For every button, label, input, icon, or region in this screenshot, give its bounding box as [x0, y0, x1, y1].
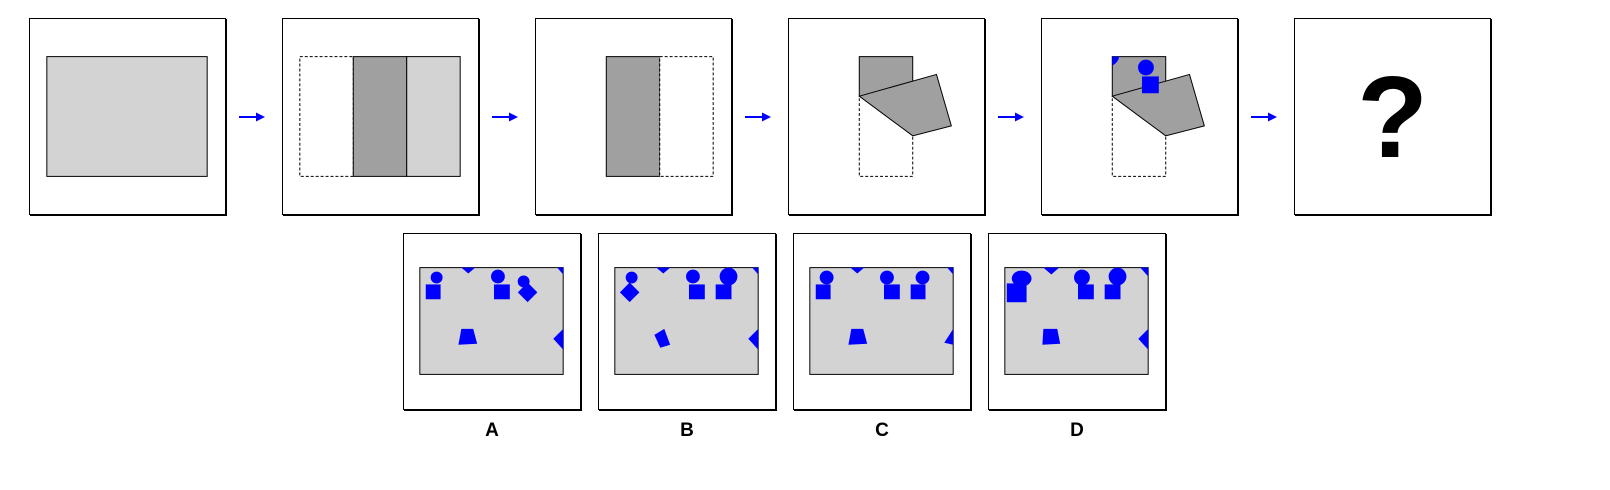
option-b-panel[interactable] [598, 233, 776, 410]
option-c-label[interactable]: C [875, 420, 889, 441]
question-mark: ? [1357, 51, 1428, 182]
hole-punch-icon [1112, 56, 1120, 66]
option-d-panel[interactable] [988, 233, 1166, 410]
hole-punch-icon [1138, 59, 1154, 76]
hole-punch-icon [1141, 76, 1159, 94]
option-d-label[interactable]: D [1070, 420, 1084, 441]
step-1-panel [29, 18, 226, 215]
step-2-panel [282, 18, 479, 215]
option-a-paper [419, 267, 564, 375]
paper-fold-3 [858, 56, 952, 177]
right-arrow-icon [745, 112, 771, 122]
option-a-panel[interactable] [403, 233, 581, 410]
right-arrow-icon [1251, 112, 1277, 122]
right-arrow-icon [998, 112, 1024, 122]
option-b-label[interactable]: B [680, 420, 694, 441]
right-arrow-icon [239, 112, 265, 122]
step-3-panel [535, 18, 732, 215]
step-5-panel [1041, 18, 1238, 215]
option-b-paper [614, 267, 759, 375]
option-c-paper [809, 267, 954, 375]
paper-unfolded [46, 56, 208, 177]
paper-fold-1 [299, 56, 461, 177]
step-4-panel [788, 18, 985, 215]
option-a-label[interactable]: A [485, 420, 499, 441]
paper-fold-2 [605, 56, 714, 177]
answer-panel: ? [1294, 18, 1491, 215]
option-d-paper [1004, 267, 1149, 375]
right-arrow-icon [492, 112, 518, 122]
paper-punched [1111, 56, 1205, 177]
option-c-panel[interactable] [793, 233, 971, 410]
